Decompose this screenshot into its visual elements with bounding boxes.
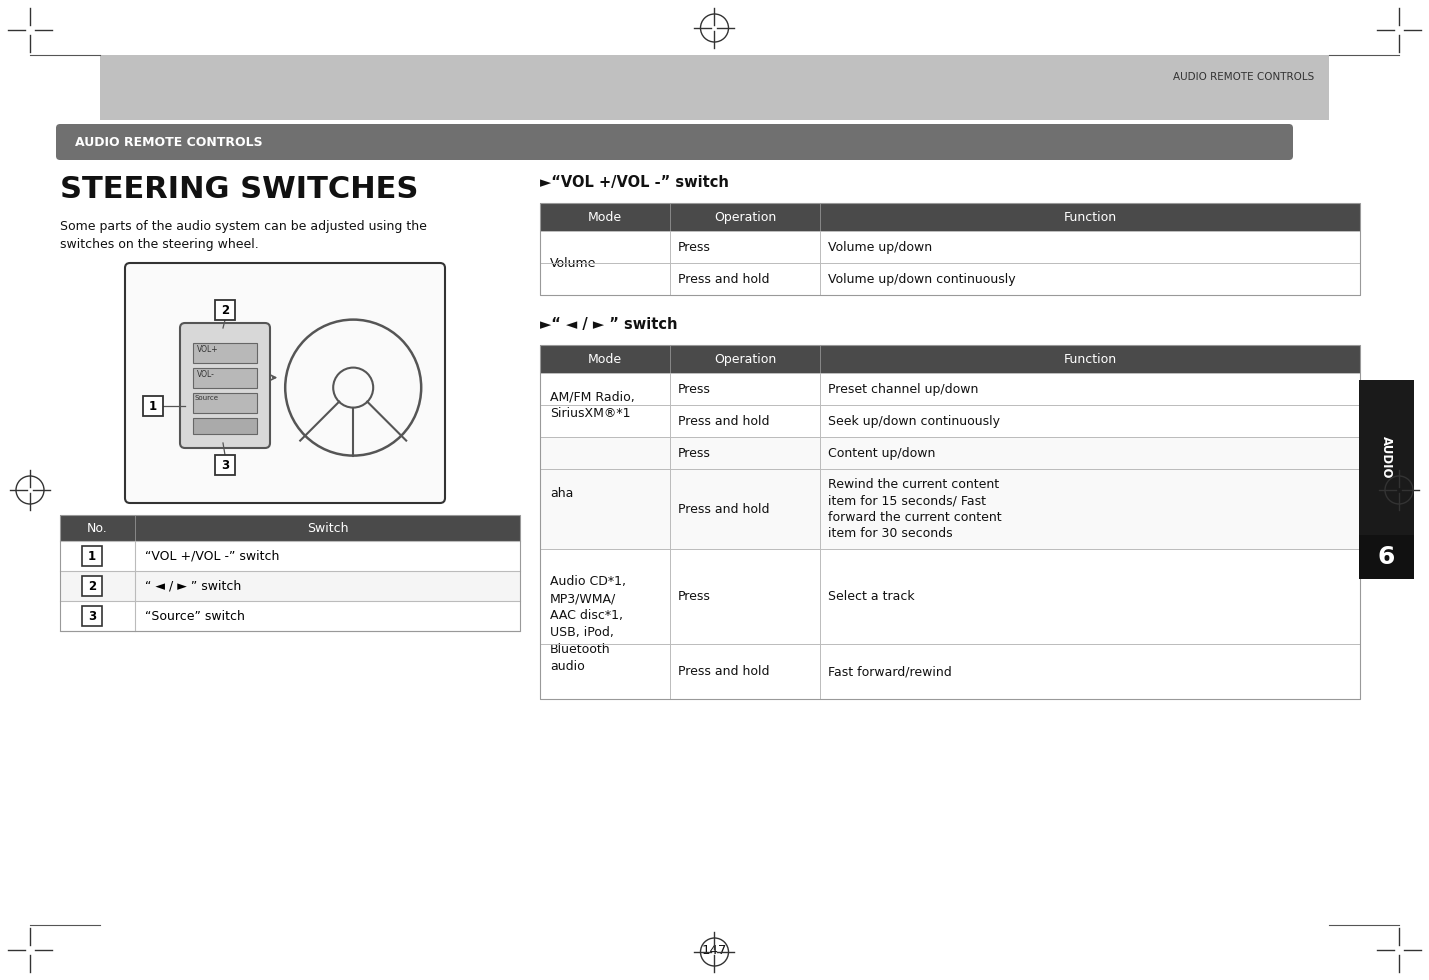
Text: Function: Function bbox=[1063, 353, 1116, 366]
Bar bbox=[100, 55, 1329, 120]
Bar bbox=[540, 345, 1360, 699]
Text: VOL-: VOL- bbox=[197, 370, 214, 379]
FancyBboxPatch shape bbox=[56, 124, 1293, 160]
Bar bbox=[193, 343, 257, 363]
Text: Press and hold: Press and hold bbox=[677, 272, 769, 285]
Bar bbox=[143, 396, 163, 416]
Text: Operation: Operation bbox=[714, 353, 776, 366]
Text: Press: Press bbox=[677, 590, 710, 603]
Text: 1: 1 bbox=[89, 550, 96, 563]
Bar bbox=[60, 515, 520, 541]
Text: Source: Source bbox=[194, 395, 219, 401]
Bar bbox=[60, 541, 520, 571]
Text: 2: 2 bbox=[89, 579, 96, 593]
Bar bbox=[540, 203, 1360, 295]
Bar bbox=[540, 549, 1360, 699]
Bar bbox=[60, 601, 520, 631]
Text: Some parts of the audio system can be adjusted using the: Some parts of the audio system can be ad… bbox=[60, 220, 427, 233]
Text: Operation: Operation bbox=[714, 211, 776, 223]
Text: 6: 6 bbox=[1378, 545, 1395, 569]
Text: 1: 1 bbox=[149, 400, 157, 413]
Text: switches on the steering wheel.: switches on the steering wheel. bbox=[60, 238, 259, 251]
Text: Fast forward/rewind: Fast forward/rewind bbox=[827, 665, 952, 678]
Bar bbox=[1359, 380, 1415, 535]
Text: “Source” switch: “Source” switch bbox=[144, 610, 244, 622]
Text: Volume: Volume bbox=[550, 257, 596, 270]
Bar bbox=[540, 231, 1360, 295]
Text: Press and hold: Press and hold bbox=[677, 665, 769, 678]
Text: Content up/down: Content up/down bbox=[827, 447, 936, 460]
Bar bbox=[540, 203, 1360, 231]
Text: 147: 147 bbox=[702, 944, 727, 956]
Text: Press: Press bbox=[677, 447, 710, 460]
FancyBboxPatch shape bbox=[180, 323, 270, 448]
Text: No.: No. bbox=[87, 521, 107, 534]
Text: Switch: Switch bbox=[307, 521, 349, 534]
Bar bbox=[540, 437, 1360, 549]
Bar bbox=[193, 368, 257, 388]
Text: 3: 3 bbox=[89, 610, 96, 622]
Text: Press and hold: Press and hold bbox=[677, 415, 769, 427]
Text: Press: Press bbox=[677, 240, 710, 254]
Text: ►“ ◄ / ► ” switch: ►“ ◄ / ► ” switch bbox=[540, 317, 677, 332]
Text: aha: aha bbox=[550, 486, 573, 500]
Text: Audio CD*1,
MP3/WMA/
AAC disc*1,
USB, iPod,
Bluetooth
audio: Audio CD*1, MP3/WMA/ AAC disc*1, USB, iP… bbox=[550, 575, 626, 673]
Text: Rewind the current content
item for 15 seconds/ Fast
forward the current content: Rewind the current content item for 15 s… bbox=[827, 478, 1002, 540]
Bar bbox=[540, 345, 1360, 373]
Text: Press: Press bbox=[677, 382, 710, 396]
Bar bbox=[81, 546, 101, 566]
Text: AM/FM Radio,
SiriusXM®*1: AM/FM Radio, SiriusXM®*1 bbox=[550, 390, 634, 420]
Text: Select a track: Select a track bbox=[827, 590, 915, 603]
Bar bbox=[60, 571, 520, 601]
FancyBboxPatch shape bbox=[124, 263, 444, 503]
Text: AUDIO REMOTE CONTROLS: AUDIO REMOTE CONTROLS bbox=[74, 135, 263, 149]
Text: Seek up/down continuously: Seek up/down continuously bbox=[827, 415, 1000, 427]
Text: “VOL +/VOL -” switch: “VOL +/VOL -” switch bbox=[144, 550, 280, 563]
Text: AUDIO: AUDIO bbox=[1380, 436, 1393, 479]
Text: Preset channel up/down: Preset channel up/down bbox=[827, 382, 979, 396]
Text: ►“VOL +/VOL -” switch: ►“VOL +/VOL -” switch bbox=[540, 175, 729, 190]
Text: AUDIO REMOTE CONTROLS: AUDIO REMOTE CONTROLS bbox=[1173, 72, 1315, 82]
Bar bbox=[1359, 535, 1415, 579]
Text: Mode: Mode bbox=[587, 353, 622, 366]
Bar bbox=[81, 576, 101, 596]
Text: 2: 2 bbox=[221, 304, 229, 317]
Bar bbox=[540, 373, 1360, 437]
Bar bbox=[193, 418, 257, 434]
Bar bbox=[214, 455, 234, 475]
Text: Mode: Mode bbox=[587, 211, 622, 223]
Text: Volume up/down continuously: Volume up/down continuously bbox=[827, 272, 1016, 285]
Text: “ ◄ / ► ” switch: “ ◄ / ► ” switch bbox=[144, 579, 242, 593]
Text: Press and hold: Press and hold bbox=[677, 503, 769, 515]
Text: Volume up/down: Volume up/down bbox=[827, 240, 932, 254]
Bar bbox=[193, 393, 257, 413]
Text: VOL+: VOL+ bbox=[197, 345, 219, 354]
Bar bbox=[60, 515, 520, 631]
Text: 3: 3 bbox=[221, 459, 229, 471]
Text: Function: Function bbox=[1063, 211, 1116, 223]
Bar bbox=[81, 606, 101, 626]
Bar bbox=[214, 300, 234, 320]
Text: STEERING SWITCHES: STEERING SWITCHES bbox=[60, 175, 419, 204]
